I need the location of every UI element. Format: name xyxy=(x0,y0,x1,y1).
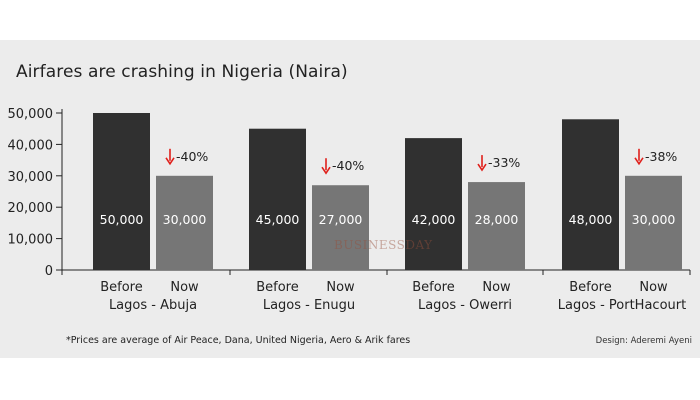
bar xyxy=(156,175,213,270)
bar xyxy=(93,113,150,270)
change-label: -33% xyxy=(488,155,520,170)
down-arrow-icon xyxy=(634,157,644,166)
footnote: *Prices are average of Air Peace, Dana, … xyxy=(66,335,411,346)
bar-category-label: Before xyxy=(412,280,455,295)
bar-category-label: Now xyxy=(639,280,668,295)
group-label: Lagos - Owerri xyxy=(418,298,512,313)
chart-title: Airfares are crashing in Nigeria (Naira) xyxy=(16,62,348,82)
down-arrow-icon xyxy=(165,157,175,166)
bar-category-label: Before xyxy=(256,280,299,295)
bar-value-label: 30,000 xyxy=(632,212,676,227)
change-label: -38% xyxy=(645,149,677,164)
change-label: -40% xyxy=(332,158,364,173)
bar xyxy=(405,138,462,270)
bar-value-label: 48,000 xyxy=(569,212,613,227)
change-label: -40% xyxy=(176,149,208,164)
watermark-logo: BUSINESSDAY xyxy=(334,238,433,252)
bar-value-label: 50,000 xyxy=(100,212,144,227)
group-label: Lagos - Enugu xyxy=(263,298,355,313)
bar-value-label: 28,000 xyxy=(475,212,519,227)
bar-value-label: 30,000 xyxy=(163,212,207,227)
bar xyxy=(625,175,682,270)
y-tick-label: 10,000 xyxy=(8,233,54,248)
bar-category-label: Now xyxy=(326,280,355,295)
bar xyxy=(468,182,525,270)
y-tick-label: 50,000 xyxy=(8,107,54,122)
group-label: Lagos - PortHacourt xyxy=(558,298,686,313)
bar-value-label: 45,000 xyxy=(256,212,300,227)
down-arrow-icon xyxy=(321,166,331,175)
bar xyxy=(312,185,369,270)
down-arrow-icon xyxy=(477,163,487,172)
y-tick-label: 30,000 xyxy=(8,170,54,185)
bar-category-label: Before xyxy=(100,280,143,295)
bar-category-label: Now xyxy=(482,280,511,295)
bar xyxy=(562,119,619,270)
y-tick-label: 20,000 xyxy=(8,201,54,216)
group-label: Lagos - Abuja xyxy=(109,298,197,313)
design-credit: Design: Aderemi Ayeni xyxy=(595,336,692,346)
bar-value-label: 27,000 xyxy=(319,212,363,227)
bar xyxy=(249,128,306,270)
y-tick-label: 40,000 xyxy=(8,138,54,153)
bar-category-label: Now xyxy=(170,280,199,295)
bar-value-label: 42,000 xyxy=(412,212,456,227)
y-tick-label: 0 xyxy=(45,264,53,279)
bar-category-label: Before xyxy=(569,280,612,295)
